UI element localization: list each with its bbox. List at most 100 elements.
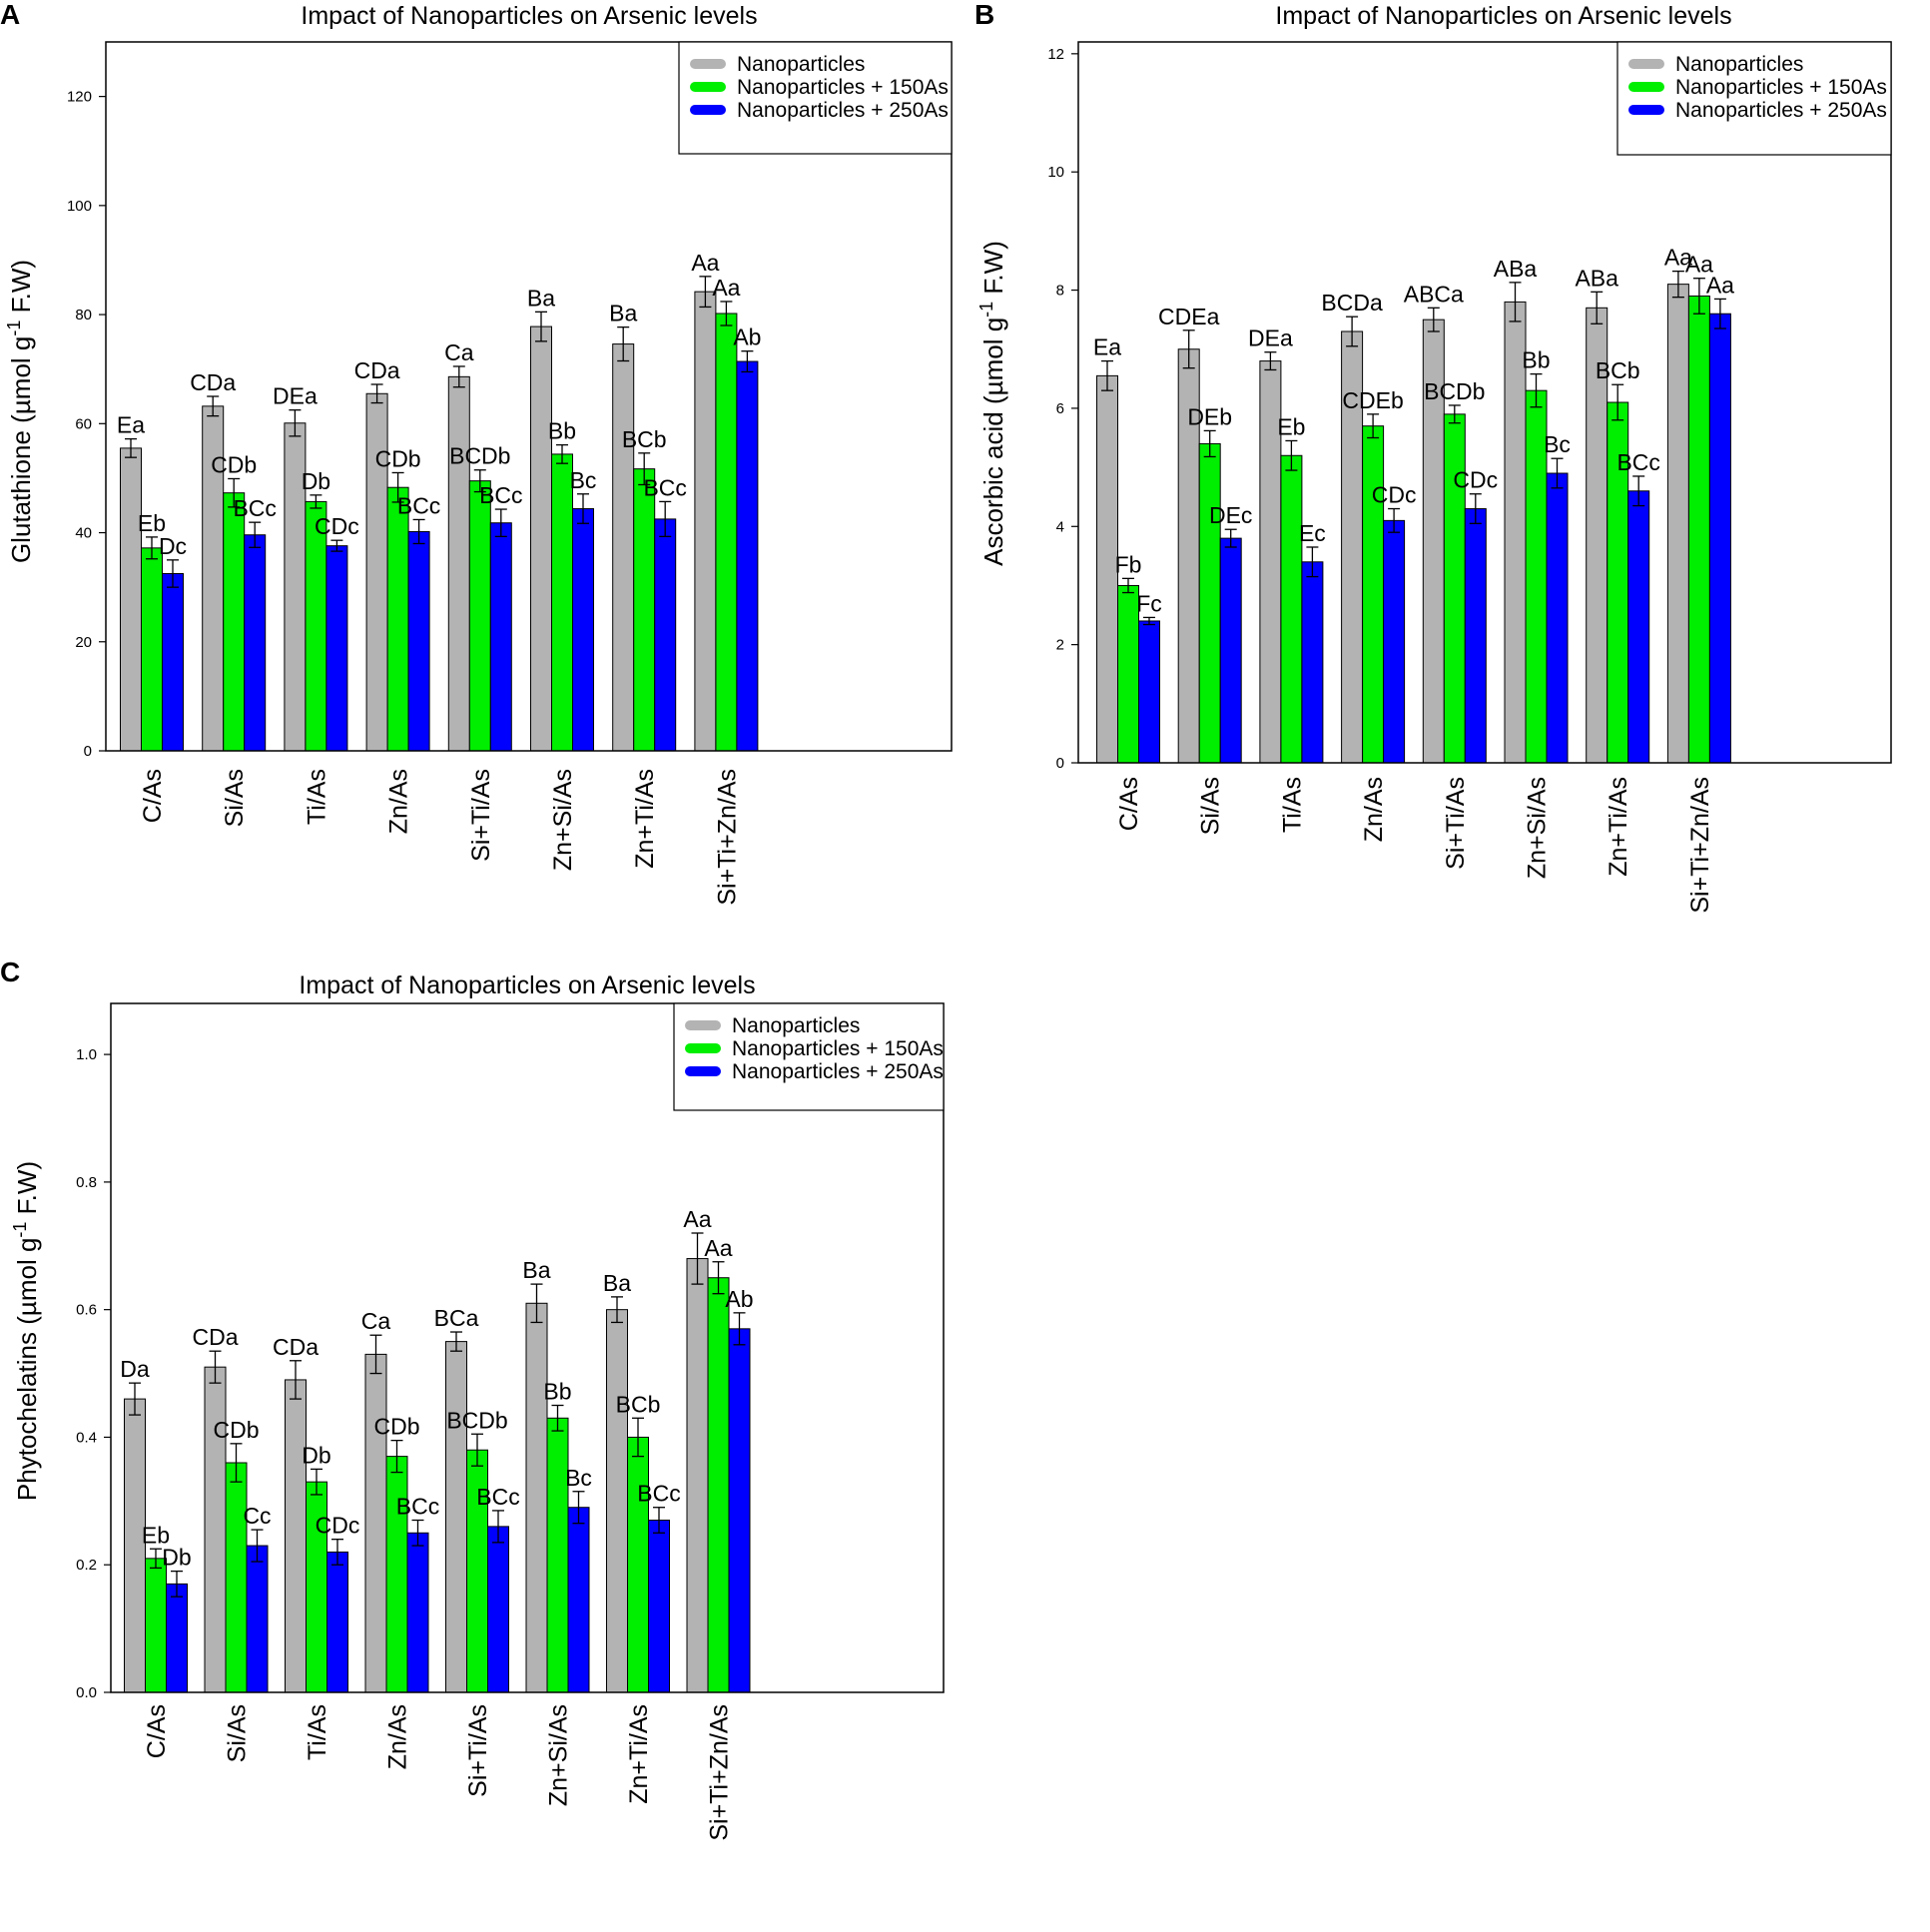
y-tick-label: 0.6 [76,1302,97,1319]
panel-c: C Impact of Nanoparticles on Arsenic lev… [0,954,965,1932]
y-ticks-c: 0.0 0.2 0.4 0.6 0.8 1.0 [76,1046,111,1701]
category-label: Zn/As [385,769,413,834]
bar-c-s0-2 [285,1379,307,1693]
bar-label: BCc [479,482,522,508]
bar-c-s0-3 [364,1353,387,1693]
bar-label: CDa [354,357,400,383]
bar-label: Aa [691,250,719,276]
bar-label: Db [302,468,330,494]
legend-swatch [690,105,726,115]
bar-label: Aa [704,1235,732,1261]
error-bar [290,1360,302,1400]
bars-c: DaEbDbCDaCDbCcCDaDbCDcCaCDbBCcBCaBCDbBCc… [120,1206,754,1693]
error-bar [494,508,507,538]
y-ticks-a: 0 20 40 60 80 100 120 [67,89,106,760]
panel-a: A Impact of Nanoparticles on Arsenic lev… [0,0,965,954]
bar-c-s1-5 [546,1417,569,1693]
error-bar [330,539,343,552]
bar-a-s2-4 [489,522,512,752]
bar-c-s2-0 [166,1583,188,1693]
bar-label: Eb [1277,413,1305,439]
bar-b-s2-2 [1301,561,1324,764]
category-label: Si+Ti/As [464,1704,492,1797]
bar-label: Db [302,1442,330,1468]
chart-title-b: Impact of Nanoparticles on Arsenic level… [1275,2,1731,30]
bar-a-s0-7 [694,291,717,752]
error-bar [1671,270,1684,299]
bar-a-s1-3 [386,486,409,752]
y-tick-label: 0 [84,743,92,760]
bar-c-s2-3 [406,1532,429,1693]
category-label: Si+Ti+Zn/As [713,769,741,906]
bar-label: BCDa [1321,290,1383,316]
category-label: Ti/As [1278,777,1306,833]
bar-label: Ba [522,1257,550,1283]
bar-c-s1-7 [707,1277,730,1693]
error-bar [741,350,754,373]
error-bar [535,311,547,342]
bar-c-s2-7 [728,1328,751,1693]
bar-label: Bb [543,1379,571,1405]
bar-label: BCDb [1424,378,1485,404]
bar-label: Ca [361,1308,391,1334]
bar-c-s1-1 [225,1462,248,1693]
error-bar [1713,298,1726,329]
error-bar [1122,577,1134,594]
error-bar [617,325,630,362]
plot-frame-c [110,1002,945,1693]
category-label: Zn+Ti/As [631,769,659,869]
bar-c-s0-7 [686,1258,709,1693]
bar-c-s2-2 [326,1551,348,1693]
error-bar [230,1443,243,1483]
error-bar [129,1382,141,1416]
bar-label: Eb [138,510,166,536]
legend-entry: Nanoparticles [732,1014,860,1037]
legend-entry: Nanoparticles + 150As [1675,76,1887,99]
category-label: Zn+Si/As [1524,777,1552,879]
category-label: Zn/As [384,1704,412,1769]
error-bar [249,521,262,548]
bar-label: Ba [603,1270,631,1296]
category-label: C/As [143,1704,171,1758]
category-label: Si/As [221,769,249,827]
y-tick-label: 20 [75,634,92,651]
category-label: Ti/As [303,769,330,825]
error-bar [228,477,241,508]
error-bar [289,409,302,437]
bar-c-s2-4 [487,1526,509,1693]
y-tick-label: 100 [67,198,92,215]
error-bar [1143,616,1155,626]
bar-label: Aa [1685,252,1713,278]
bar-label: BCDb [446,1407,507,1433]
bar-c-s1-3 [385,1456,408,1693]
category-label: Si/As [1197,777,1225,835]
bar-label: BCc [397,492,440,518]
y-tick-label: 80 [75,307,92,323]
legend-swatch [685,1020,721,1030]
legend-box [673,1002,945,1111]
bar-label: Fc [1136,590,1162,616]
error-bar [1632,475,1645,507]
error-bar [638,452,651,486]
error-bar [450,1331,462,1352]
bar-label: Aa [1664,245,1692,271]
plot-frame-a [105,41,953,752]
error-bar [699,276,712,309]
error-bar [452,365,465,388]
bar-label: CDEb [1342,387,1403,413]
bar-label: BCa [434,1305,479,1331]
bar-c-s2-6 [648,1520,670,1693]
error-bar [492,1510,504,1544]
legend-swatch [1628,82,1664,92]
category-label: Si/As [224,1704,252,1762]
bar-label: CDa [192,1324,238,1350]
bar-label: Ec [1299,520,1326,546]
y-tick-label: 4 [1056,518,1064,535]
legend-entry: Nanoparticles + 150As [737,76,949,99]
x-labels-b: C/As Si/As Ti/As Zn/As Si+Ti/As Zn+Si/As Zn+Ti… [1115,777,1714,914]
error-bar [1203,429,1216,458]
error-bar [1469,493,1482,524]
category-label: Si+Ti/As [467,769,495,862]
